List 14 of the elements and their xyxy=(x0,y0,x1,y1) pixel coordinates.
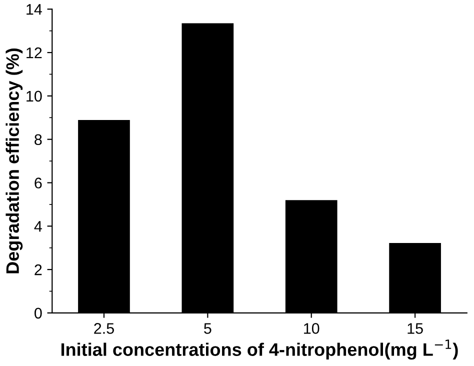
y-tick-label: 12 xyxy=(26,47,42,58)
x-tick-label: 5 xyxy=(204,323,212,334)
x-axis-title: Initial concentrations of 4-nitrophenol(mg L$^{−1}$) xyxy=(61,340,458,360)
y-tick-label: 10 xyxy=(26,90,42,102)
y-tick-label: 4 xyxy=(34,221,42,232)
x-tick-label: 2.5 xyxy=(94,323,114,334)
x-tick-label: 15 xyxy=(408,323,423,334)
y-tick-label: 8 xyxy=(34,134,42,146)
x-tick-label: 10 xyxy=(304,323,320,334)
y-tick-label: 6 xyxy=(34,178,42,188)
y-tick-label: 14 xyxy=(26,4,42,15)
y-tick-label: 2 xyxy=(34,264,42,276)
y-tick-label: 0 xyxy=(34,308,42,319)
y-axis-title: Degradation efficiency (%) xyxy=(6,48,23,274)
